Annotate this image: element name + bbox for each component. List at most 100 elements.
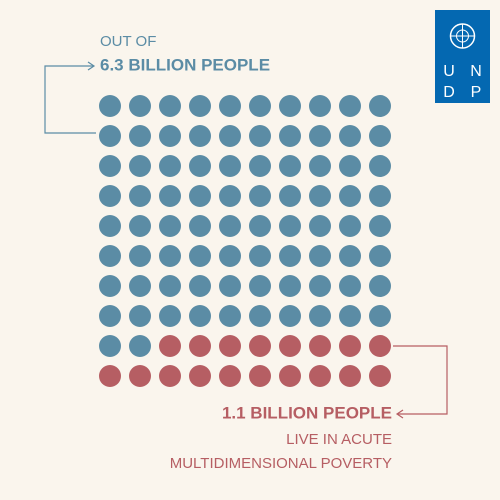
waffle-dot (369, 335, 391, 357)
waffle-dot (129, 365, 151, 387)
waffle-dot (249, 335, 271, 357)
waffle-dot (99, 245, 121, 267)
waffle-dot (159, 245, 181, 267)
waffle-dot (129, 215, 151, 237)
waffle-dot (219, 305, 241, 327)
waffle-dot (99, 365, 121, 387)
waffle-dot (129, 275, 151, 297)
waffle-dot (249, 185, 271, 207)
waffle-dot (339, 155, 361, 177)
waffle-dot (369, 125, 391, 147)
waffle-dot (279, 245, 301, 267)
waffle-dot (189, 155, 211, 177)
bottom-label: MULTIDIMENSIONAL POVERTY (170, 455, 392, 472)
waffle-dot (129, 305, 151, 327)
waffle-dot (249, 95, 271, 117)
waffle-dot (99, 155, 121, 177)
logo-letter: N (470, 63, 482, 80)
waffle-dot (339, 365, 361, 387)
waffle-dot (369, 215, 391, 237)
waffle-dot (129, 155, 151, 177)
waffle-dot (369, 275, 391, 297)
bottom-label: 1.1 BILLION PEOPLE (222, 403, 392, 422)
waffle-dot (129, 335, 151, 357)
waffle-dot (369, 365, 391, 387)
waffle-dot (189, 125, 211, 147)
waffle-dot (99, 335, 121, 357)
waffle-dot (189, 185, 211, 207)
waffle-dot (339, 215, 361, 237)
waffle-dot (279, 95, 301, 117)
waffle-dot (279, 215, 301, 237)
waffle-dot (99, 95, 121, 117)
waffle-dot (279, 365, 301, 387)
waffle-dot (249, 125, 271, 147)
waffle-dot (159, 185, 181, 207)
waffle-dot (339, 245, 361, 267)
waffle-dot (219, 335, 241, 357)
waffle-dot (309, 245, 331, 267)
waffle-dot (159, 155, 181, 177)
waffle-dot (369, 305, 391, 327)
waffle-dot (309, 95, 331, 117)
waffle-dot (339, 185, 361, 207)
waffle-dot (309, 185, 331, 207)
waffle-dot (219, 125, 241, 147)
waffle-dot (189, 335, 211, 357)
bottom-arrow (395, 409, 404, 419)
bottom-label: LIVE IN ACUTE (286, 431, 392, 448)
waffle-dot (309, 365, 331, 387)
waffle-dot (159, 305, 181, 327)
waffle-dot (159, 275, 181, 297)
waffle-dot (219, 365, 241, 387)
waffle-dot (99, 305, 121, 327)
waffle-dot (219, 95, 241, 117)
top-label: OUT OF (100, 33, 156, 50)
waffle-dot (249, 155, 271, 177)
waffle-dot (159, 365, 181, 387)
waffle-dot (219, 245, 241, 267)
waffle-dot (129, 185, 151, 207)
logo-letter: D (443, 84, 455, 101)
waffle-dot (279, 335, 301, 357)
waffle-dot (219, 185, 241, 207)
waffle-dot (219, 275, 241, 297)
waffle-dot (309, 335, 331, 357)
waffle-dot (159, 125, 181, 147)
waffle-dot (189, 275, 211, 297)
waffle-dot (339, 125, 361, 147)
waffle-dot (159, 335, 181, 357)
waffle-dot (249, 215, 271, 237)
waffle-dot (129, 125, 151, 147)
waffle-dot (189, 215, 211, 237)
logo-letter: P (471, 84, 482, 101)
waffle-dot (309, 125, 331, 147)
waffle-dot (219, 155, 241, 177)
waffle-dot (339, 305, 361, 327)
waffle-dot (339, 275, 361, 297)
waffle-dot (249, 305, 271, 327)
waffle-dot (309, 305, 331, 327)
waffle-dot (369, 245, 391, 267)
logo: U N D P (435, 10, 490, 103)
waffle-dot (249, 245, 271, 267)
waffle-dot (159, 95, 181, 117)
logo-letter: U (443, 63, 455, 80)
waffle-dot (309, 215, 331, 237)
waffle-dot (159, 215, 181, 237)
bottom-connector (393, 345, 448, 415)
waffle-dot (249, 365, 271, 387)
waffle-dot (129, 95, 151, 117)
waffle-dot (279, 155, 301, 177)
waffle-dot (279, 185, 301, 207)
waffle-dot (369, 95, 391, 117)
waffle-dot (99, 275, 121, 297)
waffle-dot (279, 275, 301, 297)
waffle-dot (309, 155, 331, 177)
waffle-dot (279, 305, 301, 327)
waffle-dot (339, 95, 361, 117)
waffle-dot (279, 125, 301, 147)
waffle-dot (369, 185, 391, 207)
